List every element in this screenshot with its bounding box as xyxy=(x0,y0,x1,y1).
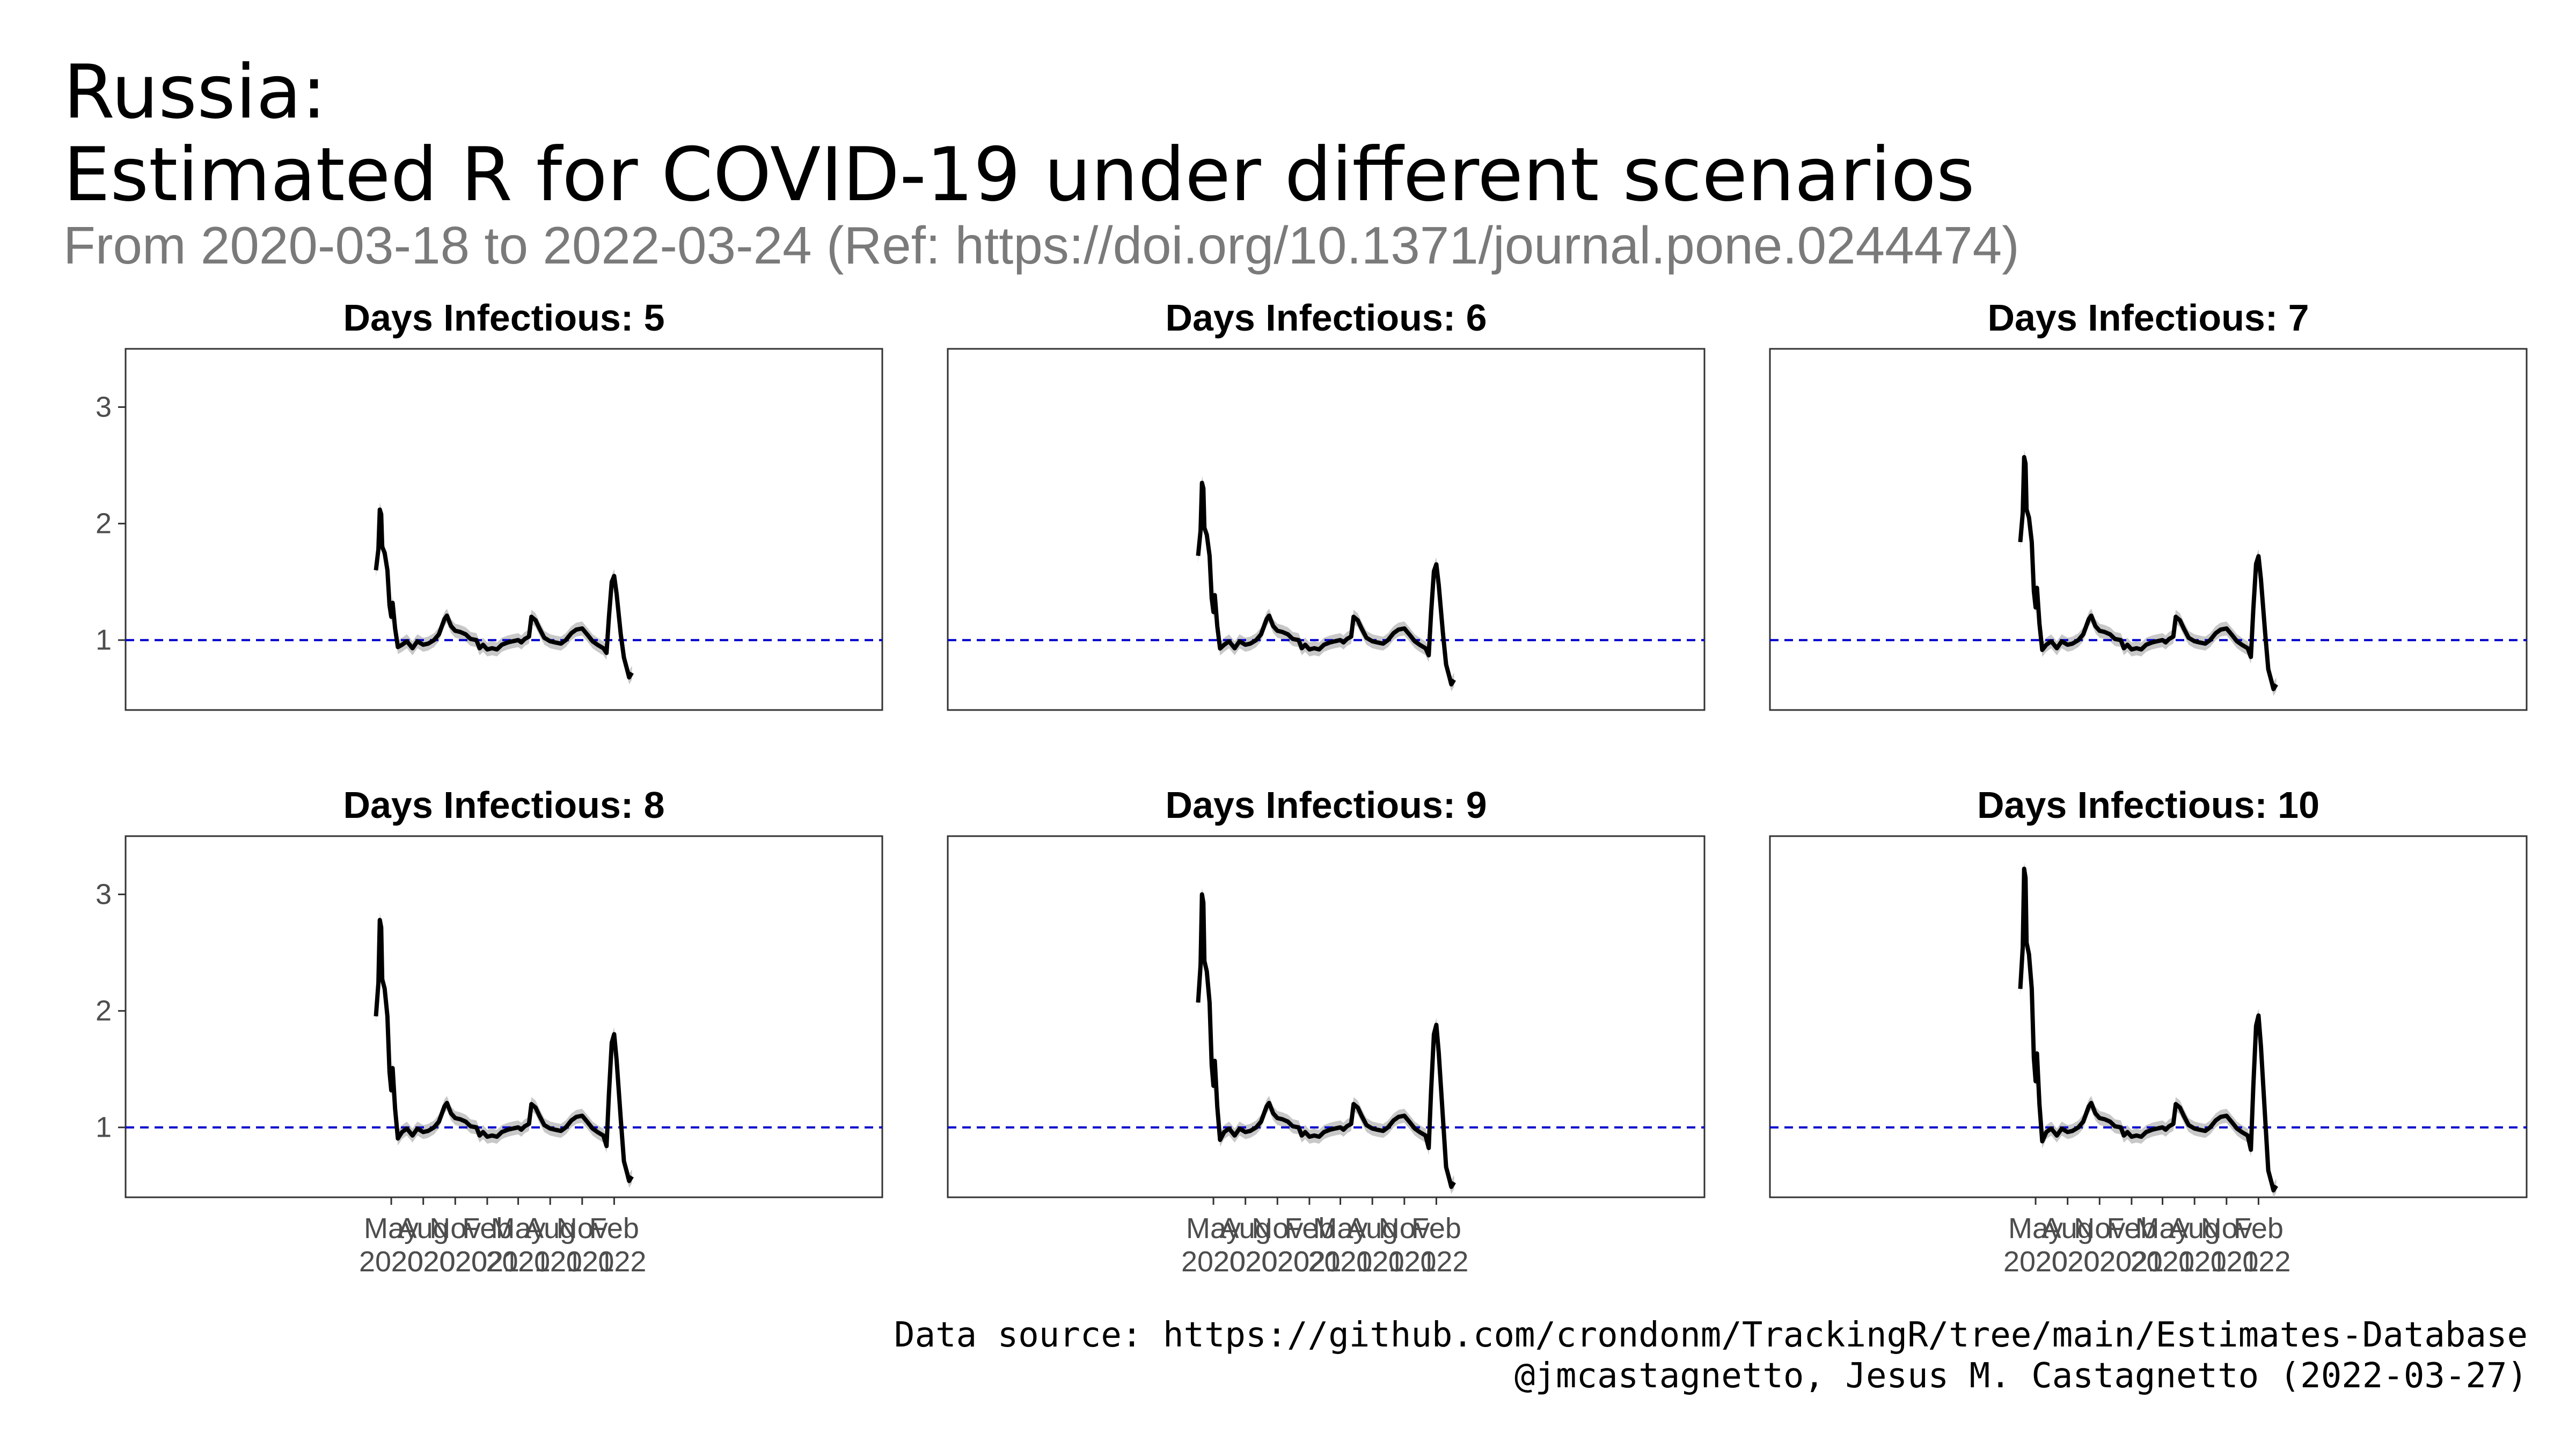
r-estimate-line xyxy=(374,507,634,680)
x-tick-label: Feb 2022 xyxy=(1404,1212,1468,1278)
caption-data-source: Data source: https://github.com/crondonm… xyxy=(894,1315,2528,1355)
y-tick-label: 2 xyxy=(96,995,112,1027)
x-tick-label: May 2021 xyxy=(1308,1212,1372,1278)
y-tick-label: 3 xyxy=(96,879,112,911)
x-tick-label: Aug 2020 xyxy=(391,1212,456,1278)
x-tick-label: May 2020 xyxy=(2003,1212,2068,1278)
panel-border xyxy=(1769,835,2528,1198)
x-tick-label: May 2021 xyxy=(2130,1212,2194,1278)
facet-title: Days Infectious: 9 xyxy=(1165,784,1487,826)
facet-title: Days Infectious: 8 xyxy=(343,784,664,826)
r-estimate-line xyxy=(1196,480,1456,687)
panel-border xyxy=(125,835,883,1198)
r-estimate-line xyxy=(2018,455,2278,691)
r-estimate-line xyxy=(2018,866,2278,1192)
facet-panel: Days Infectious: 6 xyxy=(947,297,1706,711)
x-tick-label: Nov 2020 xyxy=(1245,1212,1309,1278)
chart-title-line-2: Estimated R for COVID-19 under different… xyxy=(63,131,1975,218)
x-tick-label: Feb 2021 xyxy=(2099,1212,2164,1278)
x-tick-label: May 2020 xyxy=(1181,1212,1246,1278)
x-tick-label: May 2020 xyxy=(359,1212,423,1278)
r-estimate-line xyxy=(1196,892,1456,1189)
x-tick-label: Aug 2021 xyxy=(2162,1212,2227,1278)
x-tick-label: Feb 2021 xyxy=(455,1212,519,1278)
y-tick-label: 2 xyxy=(96,508,112,540)
panel-border xyxy=(1769,348,2528,711)
panel-border xyxy=(947,835,1706,1198)
x-tick-label: Feb 2022 xyxy=(2226,1212,2290,1278)
faceted-line-chart: Days Infectious: 5 1 2 3 Days Infectious: 6 D… xyxy=(96,297,2528,1278)
x-tick-label: Nov 2020 xyxy=(2067,1212,2132,1278)
panel-border xyxy=(947,348,1706,711)
caption-author: @jmcastagnetto, Jesus M. Castagnetto (20… xyxy=(1514,1356,2528,1396)
x-tick-label: May 2021 xyxy=(486,1212,550,1278)
x-tick-label: Nov 2021 xyxy=(1372,1212,1437,1278)
facet-title: Days Infectious: 6 xyxy=(1165,297,1487,339)
facet-panel: Days Infectious: 7 xyxy=(1769,297,2528,711)
x-tick-label: Aug 2021 xyxy=(518,1212,582,1278)
panel-border xyxy=(125,348,883,711)
x-tick-label: Nov 2021 xyxy=(2194,1212,2259,1278)
x-tick-label: Aug 2021 xyxy=(1340,1212,1404,1278)
facet-title: Days Infectious: 10 xyxy=(1977,784,2319,826)
facet-title: Days Infectious: 5 xyxy=(343,297,664,339)
x-tick-label: Aug 2020 xyxy=(1213,1212,1278,1278)
x-tick-label: Nov 2021 xyxy=(550,1212,614,1278)
x-tick-label: Aug 2020 xyxy=(2036,1212,2100,1278)
chart-title-line-1: Russia: xyxy=(63,49,327,135)
chart-subtitle: From 2020-03-18 to 2022-03-24 (Ref: http… xyxy=(63,216,2019,275)
y-tick-label: 1 xyxy=(96,624,112,656)
facet-title: Days Infectious: 7 xyxy=(1987,297,2309,339)
y-tick-label: 3 xyxy=(96,391,112,423)
facet-panel: Days Infectious: 5 1 2 3 xyxy=(96,297,883,711)
r-estimate-line xyxy=(374,918,634,1183)
x-tick-label: Nov 2020 xyxy=(423,1212,487,1278)
x-tick-label: Feb 2021 xyxy=(1277,1212,1342,1278)
y-tick-label: 1 xyxy=(96,1111,112,1144)
x-tick-label: Feb 2022 xyxy=(582,1212,646,1278)
